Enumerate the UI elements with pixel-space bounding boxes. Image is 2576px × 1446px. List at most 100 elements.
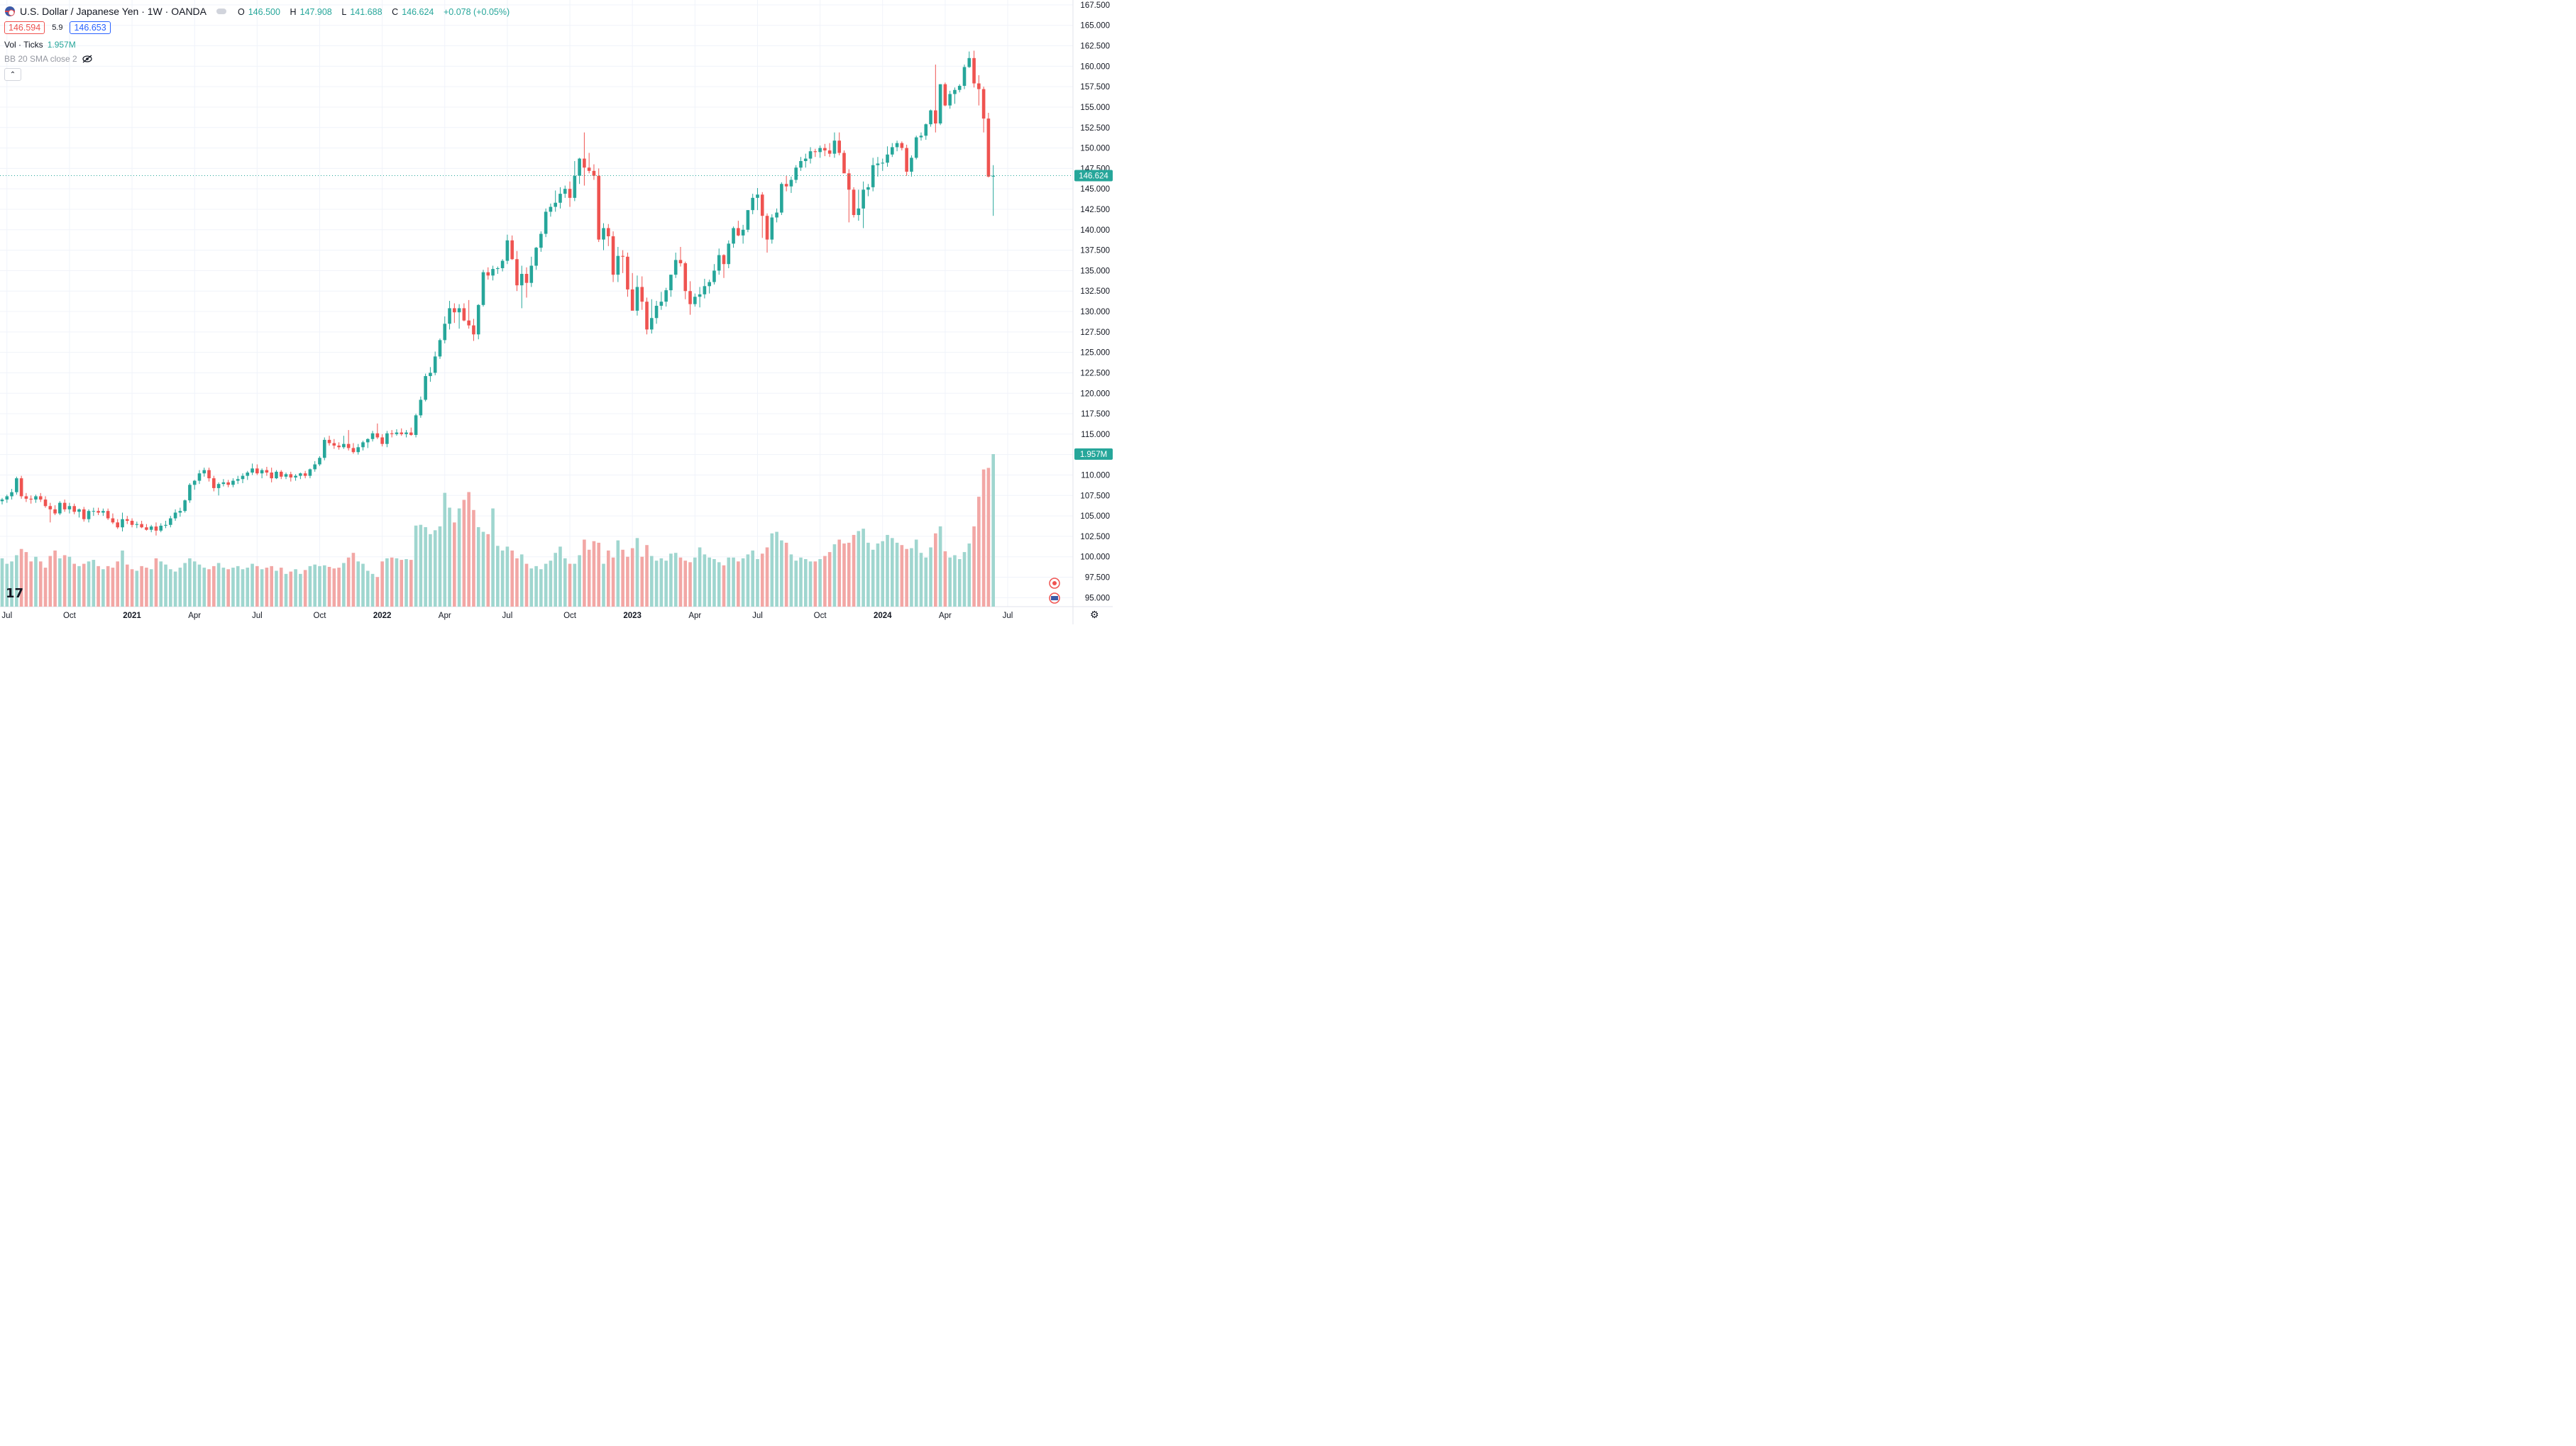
volume-bar [727,557,731,607]
candle-body [164,524,167,526]
candle-body [587,167,591,171]
volume-bar [876,543,880,607]
volume-bar [583,539,586,607]
volume-bar [737,561,740,607]
volume-bar [462,500,466,607]
buy-button[interactable]: 146.653 [70,21,111,34]
candle-body [221,482,226,485]
volume-bar [34,556,38,607]
volume-bar [260,569,264,607]
tradingview-logo-icon[interactable]: 17 [6,586,24,601]
candle-body [837,140,842,153]
candle-body [722,255,726,265]
volume-bar [231,568,235,607]
candle-body [683,263,688,292]
candle-body [462,308,466,321]
candle-body [602,228,605,240]
price-tick-label: 155.000 [1080,104,1110,112]
bb-legend[interactable]: BB 20 SMA close 2 [4,54,513,64]
candle-body [370,433,375,439]
chart-canvas[interactable]: 95.000 97.500 100.000 102.500 105.000 107.500… [0,0,1113,624]
volume-bar [255,565,259,607]
time-tick-label: Oct [63,612,77,620]
volume-bar [101,569,105,607]
volume-badge-bg [1074,448,1113,460]
current-price-badge-text: 146.624 [1079,172,1108,180]
side-icons [1049,578,1060,604]
sell-button[interactable]: 146.594 [4,21,45,34]
candle-body [794,167,798,180]
candle-body [77,509,81,512]
current-price-badge-bg [1074,170,1113,182]
candle-body [948,94,952,106]
candle-body [712,270,716,282]
volume-bar [236,565,240,607]
candle-body [365,438,370,443]
volume-legend[interactable]: Vol · Ticks 1.957M [4,40,513,50]
time-axis[interactable]: Jul Oct 2021 Apr Jul Oct 2022 Apr Jul Oct 2023 Apr J… [1,612,1013,620]
collapse-legend-button[interactable]: ⌃ [4,68,21,81]
candle-body [255,468,259,474]
volume-bar [703,554,707,607]
candle-body [823,148,827,151]
candle-body [183,500,187,512]
high-value: 147.908 [299,6,332,17]
volume-bar [746,554,750,607]
candle-body [404,432,408,434]
price-tick-label: 127.500 [1080,329,1110,337]
volume-bar [87,561,91,607]
candle-body [881,162,885,164]
candle-body [534,248,538,266]
volume-bar [780,540,783,607]
more-button[interactable] [216,9,226,14]
candle-body [606,228,610,237]
eye-hidden-icon[interactable] [82,55,93,63]
candle-body [832,140,837,154]
candle-body [866,187,870,190]
volume-bar [226,569,230,607]
candle-body [299,473,302,476]
candle-body [669,275,673,291]
symbol-title[interactable]: U.S. Dollar / Japanese Yen · 1W · OANDA [20,6,207,17]
volume-bar [467,492,470,607]
trade-row: 146.594 5.9 146.653 [4,21,513,34]
candle-body [938,84,942,123]
candle-body [116,522,120,528]
candle-body [500,260,505,268]
candle-body [789,180,793,187]
volume-bar [741,558,745,607]
volume-bar [53,550,57,607]
candle-body [905,148,908,172]
volume-bar [626,556,629,607]
volume-bar [986,468,991,607]
price-tick-label: 117.500 [1081,410,1110,419]
candle-body [289,474,293,478]
gear-icon[interactable]: ⚙ [1090,609,1099,620]
time-tick-label: 2021 [123,612,141,620]
volume-bar [279,568,283,607]
volume-bar [669,553,673,607]
candle-body [173,512,177,519]
volume-bar [510,550,514,607]
candle-body [688,291,692,304]
candle-body [717,255,721,271]
candle-body [784,184,788,187]
volume-bar [265,568,269,607]
candle-body [621,255,624,257]
candle-body [910,158,913,172]
candle-body [106,511,110,519]
candle-body [318,458,321,465]
candle-body [48,506,53,509]
open-value: 146.500 [248,6,280,17]
volume-bar [443,492,447,607]
candle-body [737,228,740,236]
time-tick-label: Jul [1003,612,1013,620]
price-axis[interactable]: 95.000 97.500 100.000 102.500 105.000 107.500… [1080,1,1110,602]
volume-bar [934,533,937,607]
candle-body [346,443,351,448]
volume-bars [0,454,995,607]
volume-bar [491,508,495,607]
candle-body [332,443,336,446]
volume-bar [159,561,163,607]
volume-bar [400,560,404,607]
